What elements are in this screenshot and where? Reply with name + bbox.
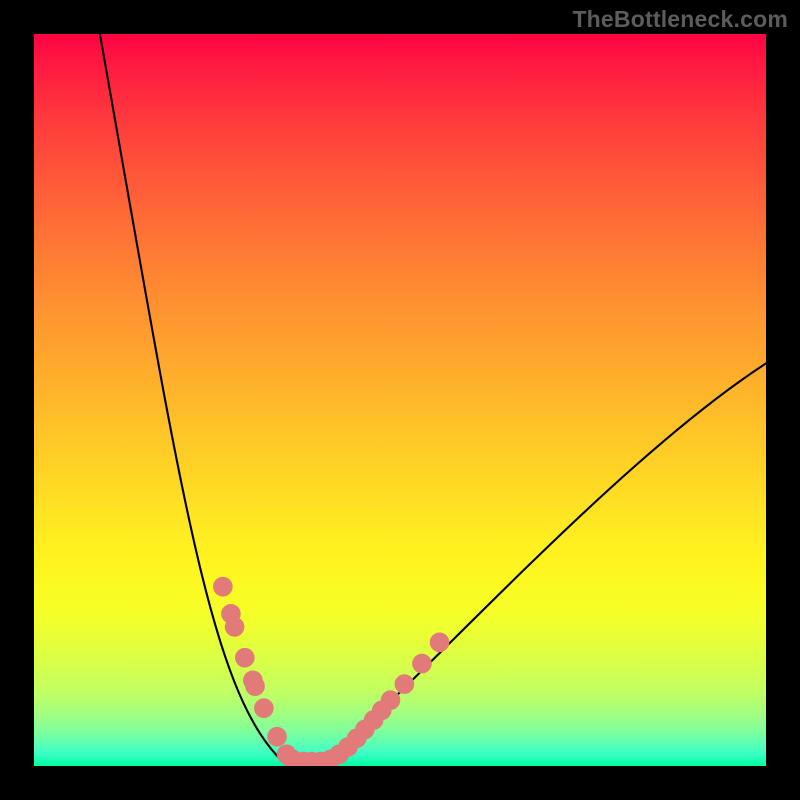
curve-marker bbox=[255, 699, 274, 718]
curve-marker bbox=[413, 654, 432, 673]
chart-frame: TheBottleneck.com bbox=[0, 0, 800, 800]
curve-marker bbox=[381, 691, 400, 710]
watermark-text: TheBottleneck.com bbox=[572, 6, 788, 33]
curve-marker bbox=[214, 577, 233, 596]
plot-background-gradient bbox=[34, 34, 766, 766]
curve-marker bbox=[395, 675, 414, 694]
curve-marker bbox=[225, 618, 244, 637]
curve-marker bbox=[246, 677, 265, 696]
curve-marker bbox=[236, 648, 255, 667]
bottleneck-chart-svg bbox=[0, 0, 800, 800]
curve-marker bbox=[430, 633, 449, 652]
curve-marker bbox=[268, 727, 287, 746]
